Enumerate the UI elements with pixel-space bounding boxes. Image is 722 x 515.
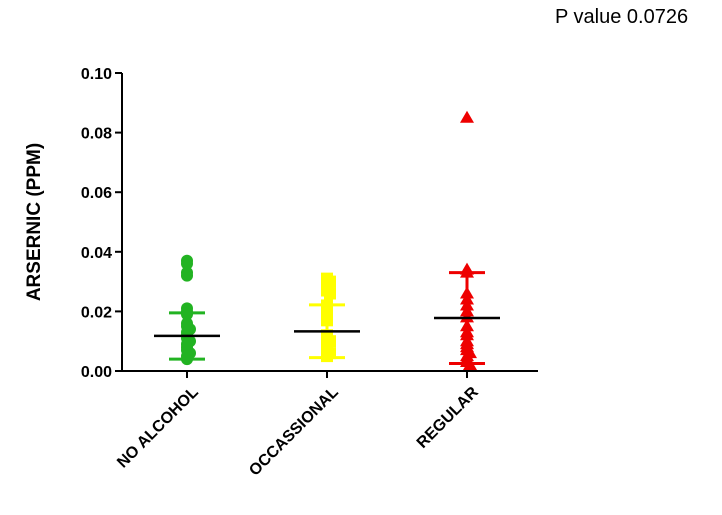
x-tick-label: OCCASSIONAL [246,384,342,480]
y-tick-label: 0.06 [81,185,112,202]
x-tick-label: REGULAR [414,383,482,451]
y-tick-label: 0.08 [81,126,112,143]
y-tick-label: 0.04 [81,245,112,262]
data-point [181,269,193,282]
y-tick-label: 0.02 [81,304,112,321]
data-point [324,287,336,300]
x-tick-label: NO ALCOHOL [114,384,202,472]
data-point [181,257,193,270]
p-value-annotation: P value 0.0726 [555,6,689,28]
y-tick-label: 0.00 [81,364,112,381]
summary-lines [154,271,500,366]
data-point [460,110,474,123]
y-axis-label: ARSERNIC (PPM) [24,143,45,301]
y-tick-label: 0.10 [81,66,112,83]
